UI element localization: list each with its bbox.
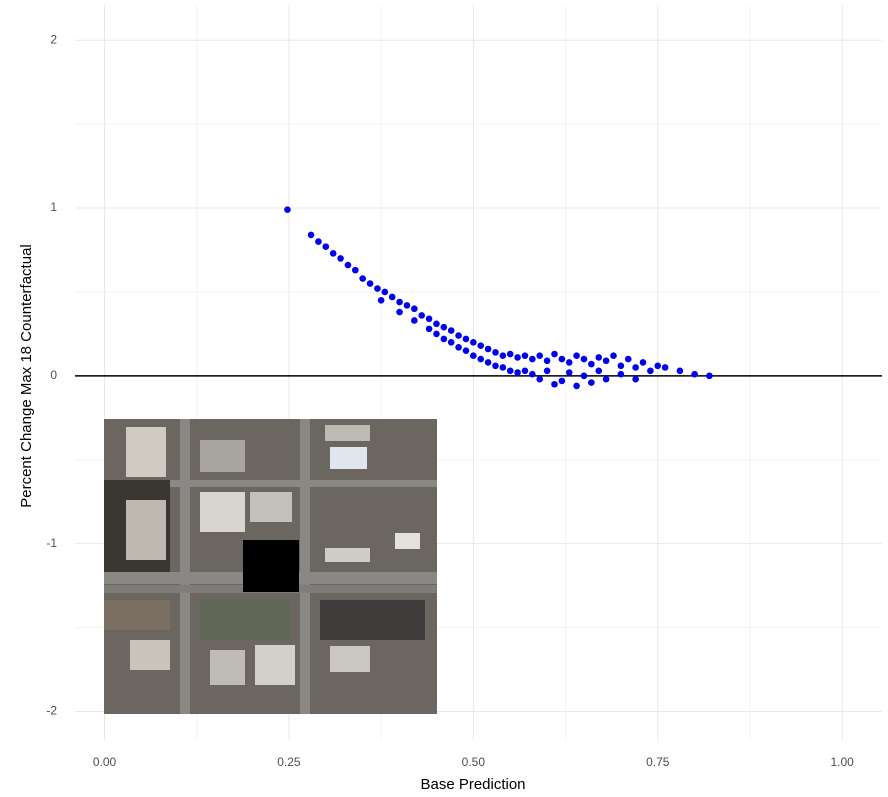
point (580, 372, 588, 380)
point (632, 375, 639, 383)
point (661, 364, 669, 371)
point (411, 305, 418, 313)
x-tick-label: 0.25 (277, 755, 301, 769)
point (506, 367, 514, 375)
point (565, 359, 573, 366)
point (381, 288, 389, 296)
point (388, 293, 396, 301)
point (462, 335, 470, 343)
point (551, 350, 558, 358)
point (477, 342, 485, 349)
x-tick-label: 0.75 (646, 755, 670, 769)
point (565, 369, 573, 376)
point (529, 355, 536, 363)
point (514, 369, 521, 376)
point (455, 332, 462, 339)
point (366, 280, 374, 287)
point (499, 352, 507, 360)
point (573, 352, 580, 360)
point (425, 325, 433, 333)
point (588, 360, 595, 368)
point (595, 354, 603, 361)
y-tick-label: 2 (50, 32, 57, 46)
point (352, 266, 359, 274)
y-tick-label: -2 (46, 704, 57, 718)
point (536, 352, 544, 360)
point (470, 338, 477, 346)
point (484, 345, 492, 353)
point (617, 362, 625, 370)
point (514, 354, 521, 361)
point (484, 359, 492, 366)
point (396, 298, 403, 306)
point (344, 261, 352, 269)
point (433, 330, 440, 338)
point (492, 362, 499, 370)
point (374, 285, 381, 292)
point (573, 382, 580, 390)
point (595, 367, 603, 375)
point (647, 367, 654, 375)
point (462, 347, 470, 354)
y-axis-title: Percent Change Max 18 Counterfactual (18, 244, 35, 508)
point (284, 206, 291, 214)
point (359, 275, 366, 282)
y-tick-label: 1 (50, 200, 57, 214)
point (447, 327, 455, 334)
point (470, 352, 477, 360)
point (337, 255, 344, 262)
x-axis-title: Base Prediction (420, 776, 525, 793)
point (602, 375, 610, 383)
point (329, 250, 337, 257)
plot-marks (75, 206, 882, 390)
x-tick-label: 0.00 (93, 755, 117, 769)
point (307, 231, 315, 239)
point (624, 355, 632, 363)
point (418, 312, 426, 319)
point (315, 238, 322, 245)
x-tick-label: 0.50 (462, 755, 486, 769)
point (602, 357, 610, 365)
y-tick-label: 0 (50, 368, 57, 382)
point (580, 355, 588, 363)
point (706, 372, 713, 380)
point (676, 367, 684, 375)
point (447, 338, 455, 346)
point (536, 375, 544, 383)
point (492, 349, 499, 356)
aerial-image (104, 419, 437, 714)
point (377, 297, 385, 304)
point (543, 357, 551, 365)
point (455, 344, 462, 351)
point (632, 364, 639, 371)
point (529, 370, 536, 378)
point (322, 243, 330, 250)
point (499, 364, 507, 371)
point (440, 335, 448, 343)
point (477, 355, 485, 363)
point (521, 352, 529, 360)
point (403, 302, 411, 309)
point (654, 362, 662, 370)
y-tick-label: -1 (46, 536, 57, 550)
point (506, 350, 514, 358)
point (610, 352, 617, 360)
point (558, 355, 566, 363)
point (411, 317, 418, 324)
point (433, 320, 440, 328)
point (617, 370, 625, 378)
point (588, 379, 595, 386)
x-tick-label: 1.00 (830, 755, 854, 769)
point (551, 380, 558, 388)
point (396, 308, 403, 316)
point (639, 359, 647, 366)
point (521, 367, 529, 375)
point (440, 323, 448, 331)
point (558, 377, 566, 385)
point (425, 315, 433, 323)
point (543, 367, 551, 375)
point (691, 370, 698, 378)
